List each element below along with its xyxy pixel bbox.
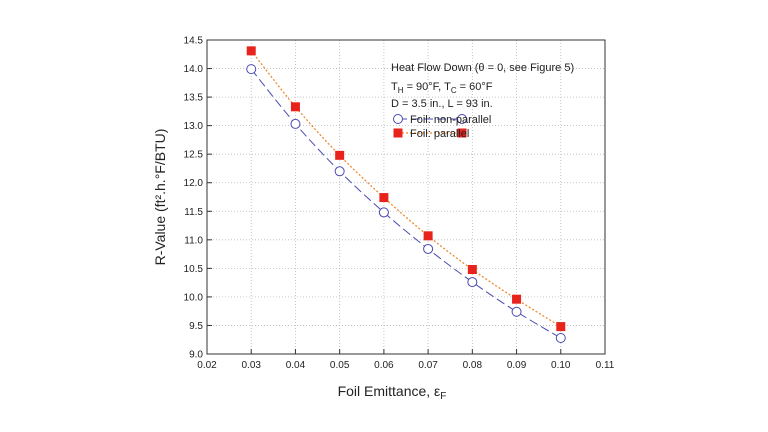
- annotation-heat-flow: Heat Flow Down (θ = 0, see Figure 5): [391, 62, 574, 74]
- annotation-dimensions: D = 3.5 in., L = 93 in.: [391, 98, 493, 110]
- data-point-non-parallel: [555, 333, 566, 344]
- legend-label-parallel: Foil: parallel: [410, 128, 469, 140]
- y-tick-label: 9.0: [189, 350, 203, 361]
- y-tick-label: 10.0: [184, 292, 204, 303]
- x-axis-title-sub: F: [440, 391, 446, 402]
- x-axis-title-main: Foil Emittance, ε: [338, 383, 441, 399]
- data-point-parallel: [246, 46, 256, 56]
- y-tick-label: 11.0: [184, 235, 203, 246]
- legend-marker-non-parallel: [393, 114, 403, 124]
- series-markers: [246, 46, 566, 344]
- y-tick-label: 14.0: [184, 64, 204, 75]
- annotation-block: Heat Flow Down (θ = 0, see Figure 5) TH …: [391, 62, 574, 110]
- data-point-parallel: [290, 102, 300, 112]
- data-point-parallel: [467, 265, 477, 275]
- annotation-temperatures: TH = 90°F, TC = 60°F: [391, 81, 493, 95]
- y-tick-label: 12.5: [184, 150, 204, 161]
- plot-frame: [206, 39, 606, 355]
- x-tick-label: 0.03: [241, 360, 261, 371]
- data-point-parallel: [423, 231, 433, 241]
- y-tick-label: 12.0: [184, 178, 204, 189]
- data-point-non-parallel: [290, 118, 301, 129]
- x-tick-label: 0.07: [418, 360, 438, 371]
- data-point-non-parallel: [378, 207, 389, 218]
- legend-marker-non-parallel-end: [457, 114, 467, 124]
- y-tick-label: 9.5: [189, 321, 203, 332]
- x-tick-label: 0.05: [330, 360, 350, 371]
- x-tick-label: 0.09: [507, 360, 527, 371]
- annotation-end: = 60°F: [457, 81, 493, 93]
- y-tick-label: 11.5: [184, 207, 203, 218]
- data-point-non-parallel: [423, 243, 434, 254]
- series-line-parallel: [250, 50, 562, 328]
- x-axis-ticks: 0.02 0.03 0.04 0.05 0.06 0.07 0.08 0.09 0.10 0.11: [197, 349, 615, 371]
- data-point-non-parallel: [467, 277, 478, 288]
- x-tick-label: 0.04: [286, 360, 306, 371]
- data-point-parallel: [556, 322, 566, 332]
- data-point-non-parallel: [511, 306, 522, 317]
- data-point-non-parallel: [246, 64, 257, 75]
- y-tick-label: 10.5: [184, 264, 204, 275]
- y-tick-label: 13.0: [184, 121, 204, 132]
- x-tick-label: 0.11: [596, 360, 615, 371]
- x-tick-label: 0.02: [197, 360, 217, 371]
- annotation-sub-h: H: [398, 86, 404, 95]
- data-point-parallel: [512, 294, 522, 304]
- legend-marker-parallel-end: [457, 128, 467, 138]
- legend-label-non-parallel: Foil: non-parallel: [410, 114, 491, 126]
- annotation-sub-c: C: [451, 86, 457, 95]
- data-point-non-parallel: [334, 166, 345, 177]
- y-axis-title: R-Value (ft².h.°F/BTU): [152, 129, 168, 266]
- legend: Foil: non-parallel Foil: parallel: [393, 114, 491, 140]
- x-axis-title: Foil Emittance, εF: [338, 383, 447, 402]
- x-tick-label: 0.06: [374, 360, 394, 371]
- x-tick-label: 0.10: [551, 360, 571, 371]
- annotation-t: T: [391, 81, 398, 93]
- legend-marker-parallel: [393, 128, 403, 138]
- y-tick-label: 13.5: [184, 93, 204, 104]
- y-tick-label: 14.5: [184, 36, 204, 47]
- y-axis-ticks: 9.0 9.5 10.0 10.5 11.0 11.5 12.0 12.5 13.0 13.5 14…: [184, 36, 212, 361]
- data-point-parallel: [335, 150, 345, 160]
- data-point-parallel: [379, 193, 389, 203]
- annotation-mid: = 90°F, T: [404, 81, 452, 93]
- x-tick-label: 0.08: [463, 360, 483, 371]
